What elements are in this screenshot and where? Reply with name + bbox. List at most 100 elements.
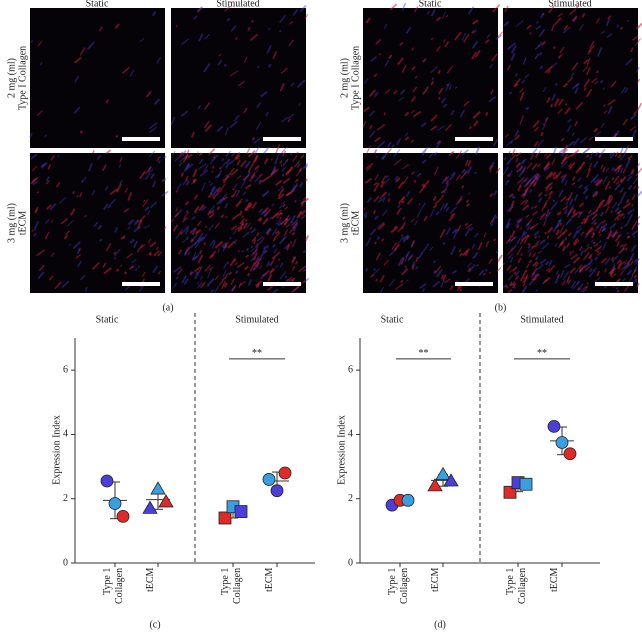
stain (420, 121, 427, 128)
stain (510, 244, 518, 252)
stain (197, 254, 204, 264)
stain (399, 41, 404, 46)
stain (245, 222, 252, 229)
stain (548, 172, 554, 178)
stain (611, 167, 616, 172)
stain (445, 227, 452, 236)
stain (225, 158, 231, 165)
stain (609, 152, 613, 156)
stain (546, 97, 551, 103)
stain (544, 166, 550, 172)
stain (515, 20, 524, 27)
stain (557, 98, 564, 107)
stain (541, 202, 547, 212)
stain (224, 127, 229, 136)
stain (564, 107, 571, 115)
stain (191, 255, 198, 261)
stain (579, 136, 588, 144)
stain (148, 168, 154, 174)
stain (442, 241, 446, 245)
stain (66, 219, 74, 227)
stain (256, 232, 260, 237)
stain (545, 210, 550, 217)
stain (631, 203, 634, 207)
stain (65, 230, 70, 235)
stain (369, 228, 377, 236)
stain (31, 229, 34, 232)
stain (263, 146, 270, 155)
stain (535, 20, 539, 24)
data-point (435, 466, 451, 481)
stain (115, 134, 119, 138)
stain (513, 78, 521, 87)
stain (545, 268, 550, 272)
y-tick-label: 4 (348, 429, 353, 440)
stain (402, 235, 411, 243)
stain (266, 261, 270, 267)
stain (523, 269, 528, 274)
stain (547, 69, 551, 74)
stain (250, 257, 254, 262)
stain (572, 176, 576, 181)
stain (604, 199, 612, 207)
stain (271, 203, 275, 207)
stain (572, 229, 579, 239)
stain (389, 3, 398, 11)
scale-bar (455, 282, 493, 286)
stain (627, 154, 633, 160)
stain (223, 196, 228, 201)
stain (221, 280, 227, 290)
stain (577, 286, 581, 291)
stain (472, 19, 479, 25)
stain (298, 102, 301, 107)
stain (488, 258, 493, 265)
stain (200, 152, 203, 156)
stain (448, 151, 454, 157)
stain (300, 197, 310, 205)
stain (626, 269, 633, 276)
stain (37, 271, 45, 280)
stain (484, 39, 490, 44)
stain (436, 45, 441, 52)
stain (190, 131, 195, 138)
stain (577, 184, 583, 189)
stain (365, 237, 372, 247)
stain (183, 162, 191, 173)
stain (404, 132, 409, 137)
stain (522, 282, 526, 287)
stain (634, 38, 641, 47)
stain (595, 225, 599, 229)
stain (625, 58, 633, 66)
stain (253, 137, 261, 144)
stain (544, 65, 554, 74)
stain (179, 155, 188, 163)
stain (619, 189, 623, 193)
stain (203, 164, 209, 173)
data-point (150, 481, 166, 495)
x-tick-label: tECM (264, 568, 275, 593)
stain (398, 96, 404, 102)
stain (290, 184, 296, 195)
stain (148, 122, 158, 130)
stain (593, 221, 598, 226)
stain (104, 186, 109, 191)
stain (298, 265, 307, 273)
stain (244, 184, 252, 190)
stain (363, 211, 368, 217)
stain (489, 169, 492, 173)
stain (75, 254, 82, 259)
stain (304, 165, 308, 169)
stain (196, 281, 200, 285)
stain (284, 275, 288, 279)
stain (280, 146, 287, 155)
y-axis-label: Expression Index (51, 415, 62, 485)
stain (430, 114, 438, 122)
stain (555, 170, 562, 180)
stain (181, 217, 188, 223)
stain (401, 64, 407, 73)
stain (611, 202, 618, 209)
stain (610, 80, 617, 88)
stain (302, 214, 307, 219)
stain (548, 259, 553, 267)
